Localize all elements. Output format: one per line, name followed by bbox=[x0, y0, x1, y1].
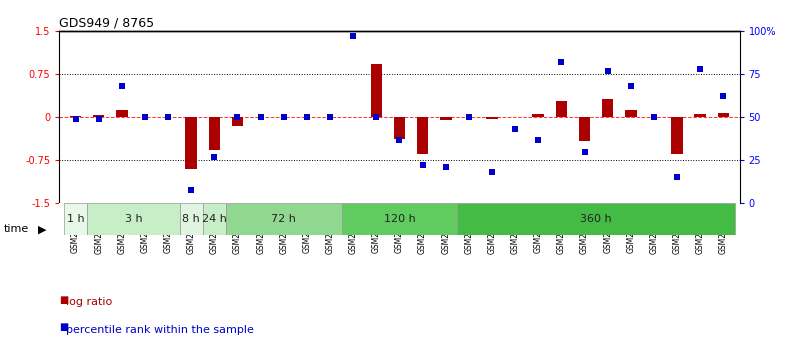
Bar bbox=[209, 117, 220, 150]
Bar bbox=[180, 203, 202, 235]
Bar bbox=[116, 110, 127, 117]
Bar bbox=[602, 99, 614, 117]
Text: 3 h: 3 h bbox=[124, 214, 142, 224]
Bar bbox=[232, 117, 244, 126]
Bar bbox=[394, 117, 405, 139]
Text: ▶: ▶ bbox=[38, 225, 47, 234]
Text: percentile rank within the sample: percentile rank within the sample bbox=[59, 325, 254, 335]
Bar bbox=[555, 101, 567, 117]
Bar bbox=[717, 112, 729, 117]
Text: time: time bbox=[4, 225, 29, 234]
Bar bbox=[417, 117, 429, 155]
Bar bbox=[625, 110, 637, 117]
Bar bbox=[532, 114, 544, 117]
Bar bbox=[694, 114, 706, 117]
Text: 24 h: 24 h bbox=[202, 214, 227, 224]
Bar bbox=[370, 65, 382, 117]
Text: 120 h: 120 h bbox=[384, 214, 415, 224]
Bar bbox=[579, 117, 590, 141]
Bar bbox=[185, 117, 197, 169]
Bar bbox=[64, 203, 87, 235]
Bar bbox=[87, 203, 180, 235]
Text: 1 h: 1 h bbox=[66, 214, 85, 224]
Text: 8 h: 8 h bbox=[183, 214, 200, 224]
Bar bbox=[93, 116, 104, 117]
Bar bbox=[486, 117, 498, 119]
Text: ■: ■ bbox=[59, 295, 69, 305]
Text: ■: ■ bbox=[59, 322, 69, 332]
Bar bbox=[672, 117, 683, 155]
Text: GDS949 / 8765: GDS949 / 8765 bbox=[59, 17, 154, 30]
Bar bbox=[226, 203, 342, 235]
Bar bbox=[202, 203, 226, 235]
Text: log ratio: log ratio bbox=[59, 297, 112, 307]
Bar bbox=[440, 117, 452, 120]
Bar bbox=[457, 203, 735, 235]
Bar bbox=[342, 203, 457, 235]
Text: 72 h: 72 h bbox=[271, 214, 296, 224]
Text: 360 h: 360 h bbox=[581, 214, 612, 224]
Bar bbox=[70, 116, 81, 117]
